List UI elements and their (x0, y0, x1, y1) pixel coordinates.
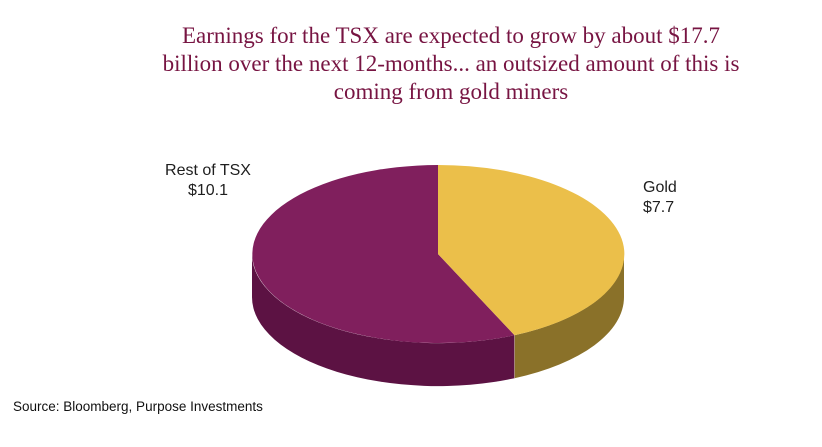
slice-label-gold-name: Gold (643, 179, 677, 196)
slice-label-gold-value: $7.7 (643, 199, 675, 216)
slice-label-gold: Gold $7.7 (643, 178, 677, 218)
slice-label-rest-of-tsx-name: Rest of TSX (165, 162, 251, 179)
pie-side-rest-of-tsx (251, 254, 515, 387)
pie-side-gold (514, 254, 625, 379)
source-note: Source: Bloomberg, Purpose Investments (13, 399, 263, 414)
chart-title-line-1: Earnings for the TSX are expected to gro… (181, 23, 721, 48)
slice-label-rest-of-tsx-value: $10.1 (187, 182, 229, 199)
chart-title: Earnings for the TSX are expected to gro… (90, 22, 812, 106)
chart-title-line-2: billion over the next 12-months... an ou… (162, 51, 740, 76)
pie-slice-gold (438, 164, 625, 336)
slice-label-rest-of-tsx: Rest of TSX $10.1 (146, 161, 270, 201)
pie-slice-rest-of-tsx (252, 165, 515, 343)
chart-title-line-3: coming from gold miners (333, 79, 569, 104)
